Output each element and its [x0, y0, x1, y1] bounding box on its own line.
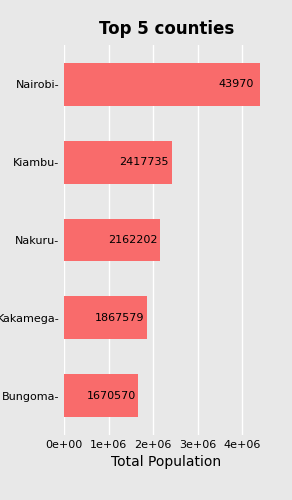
Text: 2417735: 2417735	[119, 157, 168, 167]
Text: 1867579: 1867579	[95, 313, 145, 323]
Bar	[64, 218, 160, 262]
Bar	[64, 140, 172, 184]
Bar	[64, 62, 260, 106]
Bar	[64, 374, 138, 418]
Text: 43970: 43970	[218, 79, 254, 89]
X-axis label: Total Population: Total Population	[111, 456, 222, 469]
Text: 2162202: 2162202	[108, 235, 157, 245]
Text: 1670570: 1670570	[87, 391, 136, 401]
Title: Top 5 counties: Top 5 counties	[99, 20, 234, 38]
Bar	[64, 296, 147, 340]
